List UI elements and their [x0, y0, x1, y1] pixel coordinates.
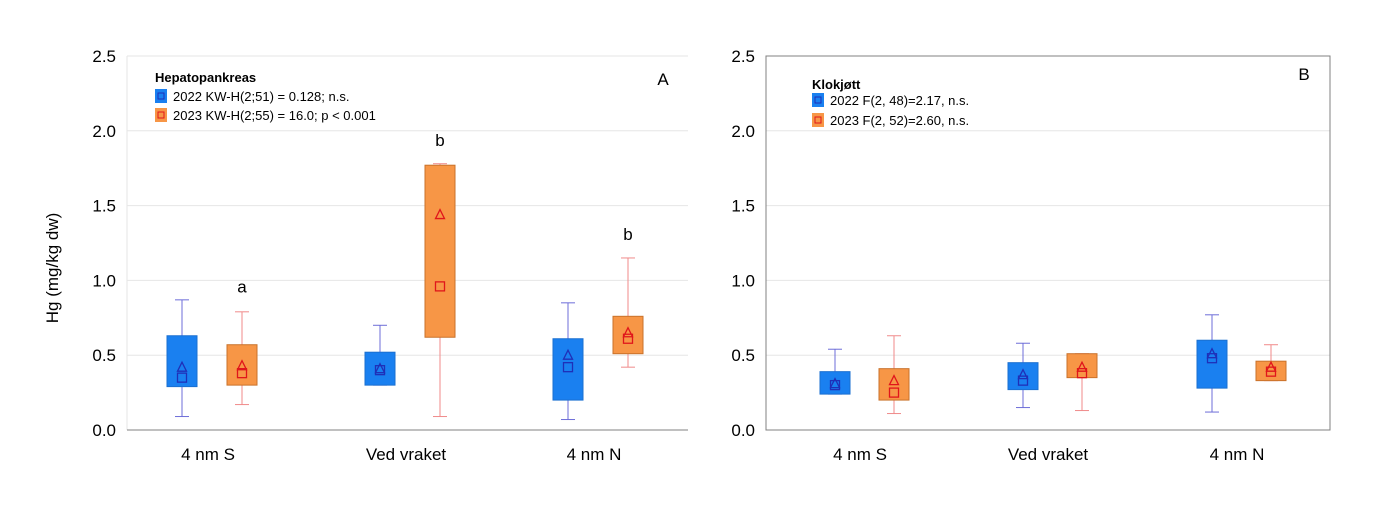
significance-letter: a	[237, 277, 247, 296]
legend-swatch-marker	[157, 92, 165, 100]
legend-swatch-2022	[812, 93, 824, 107]
box-2023-3-mean-marker	[622, 326, 634, 338]
box-2022-2	[364, 351, 396, 386]
box-2023-3	[612, 315, 644, 355]
box-2023-3-mean-marker	[1265, 360, 1277, 372]
x-tick-label: 4 nm S	[181, 445, 235, 464]
box-2023-3-median-marker	[622, 333, 634, 344]
legend-swatch-marker	[157, 111, 165, 119]
panel-b: 0.0 0.5 1.0 1.5 2.0 2.5 4 nm S Ved vraket 4 nm N…	[731, 47, 1331, 464]
box-2022-3-median-marker	[562, 362, 574, 373]
significance-letter: b	[623, 225, 632, 244]
y-tick-label: 0.0	[731, 421, 755, 440]
box-2023-1	[226, 344, 258, 386]
box-2022-3-mean-marker	[562, 348, 574, 360]
legend-swatch-2023	[155, 108, 167, 122]
box-2022-1-mean-marker	[176, 360, 188, 372]
box-2022-1-median-marker	[829, 379, 841, 391]
box-2022-2	[1007, 362, 1039, 391]
box-2022-2-median-marker	[374, 365, 386, 376]
box-2023-2-median-marker	[1076, 368, 1088, 379]
x-tick-label: Ved vraket	[366, 445, 447, 464]
y-tick-label: 1.5	[92, 197, 116, 216]
box-2023-2-median-marker	[434, 281, 446, 292]
y-tick-label: 1.0	[92, 271, 116, 290]
panel-letter: A	[657, 70, 669, 89]
legend-label-2023: 2023 KW-H(2;55) = 16.0; p < 0.001	[173, 108, 376, 123]
x-tick-label: 4 nm N	[567, 445, 622, 464]
panel-title: Hepatopankreas	[155, 70, 256, 85]
y-tick-label: 0.5	[731, 346, 755, 365]
box-2022-3-mean-marker	[1206, 347, 1218, 359]
box-2023-1-mean-marker	[236, 359, 248, 371]
legend-swatch-marker	[814, 116, 822, 124]
box-2023-2-mean-marker	[1076, 360, 1088, 372]
significance-letter: b	[435, 131, 444, 150]
x-tick-label: 4 nm N	[1210, 445, 1265, 464]
y-tick-label: 0.5	[92, 346, 116, 365]
y-tick-label: 2.0	[731, 122, 755, 141]
box-2023-2-mean-marker	[434, 208, 446, 220]
box-2023-1-median-marker	[888, 387, 900, 398]
y-axis-label: Hg (mg/kg dw)	[43, 213, 62, 324]
box-2022-2-mean-marker	[374, 362, 386, 374]
y-tick-label: 2.0	[92, 122, 116, 141]
panel-a: 0.0 0.5 1.0 1.5 2.0 2.5 4 nm S Ved vraket 4 nm N…	[92, 47, 688, 464]
legend-swatch-2023	[812, 113, 824, 127]
panel-letter: B	[1298, 65, 1309, 84]
x-tick-label: 4 nm S	[833, 445, 887, 464]
y-tick-label: 2.5	[731, 47, 755, 66]
legend-swatch-marker	[814, 96, 822, 104]
box-2023-1-mean-marker	[888, 374, 900, 386]
legend-label-2022: 2022 F(2, 48)=2.17, n.s.	[830, 93, 969, 108]
box-2023-1-median-marker	[236, 368, 248, 379]
box-2022-2-mean-marker	[1017, 368, 1029, 380]
box-2022-1-median-marker	[176, 372, 188, 383]
y-tick-label: 1.0	[731, 271, 755, 290]
y-tick-label: 1.5	[731, 197, 755, 216]
legend-label-2022: 2022 KW-H(2;51) = 0.128; n.s.	[173, 89, 349, 104]
box-2022-2-median-marker	[1017, 375, 1029, 386]
box-2022-3	[552, 338, 584, 401]
box-2023-2	[424, 164, 456, 338]
box-2023-2	[1066, 353, 1098, 379]
box-2022-1	[819, 371, 851, 395]
legend-label-2023: 2023 F(2, 52)=2.60, n.s.	[830, 113, 969, 128]
plot-frame	[765, 55, 1331, 431]
legend-swatch-2022	[155, 89, 167, 103]
box-2022-1-mean-marker	[829, 377, 841, 389]
y-tick-label: 2.5	[92, 47, 116, 66]
x-tick-label: Ved vraket	[1008, 445, 1089, 464]
panel-title: Klokjøtt	[812, 77, 861, 92]
y-tick-label: 0.0	[92, 421, 116, 440]
